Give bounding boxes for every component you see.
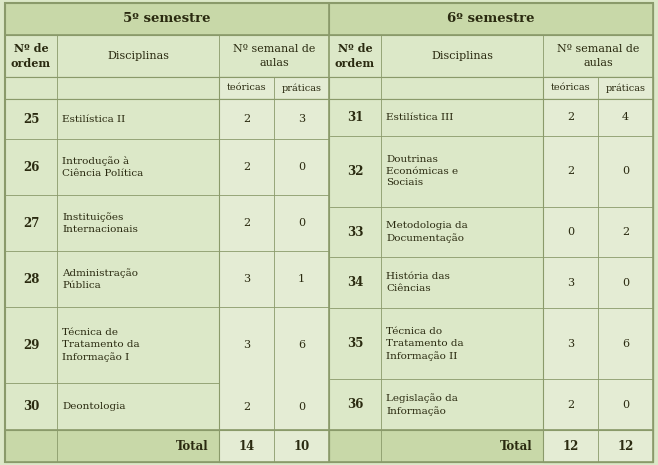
Text: 6º semestre: 6º semestre [447, 13, 535, 26]
Text: 3: 3 [567, 339, 574, 349]
Text: 3: 3 [567, 278, 574, 288]
Text: 29: 29 [23, 339, 39, 352]
Text: 3: 3 [298, 114, 305, 124]
Text: Disciplinas: Disciplinas [431, 51, 493, 61]
Text: 30: 30 [23, 400, 39, 413]
Text: 2: 2 [622, 227, 629, 237]
Text: 4: 4 [622, 112, 629, 122]
Text: 34: 34 [347, 276, 363, 289]
Text: 2: 2 [567, 112, 574, 122]
Text: 14: 14 [238, 439, 255, 452]
Text: 10: 10 [293, 439, 310, 452]
Text: Instituições
Internacionais: Instituições Internacionais [62, 213, 138, 234]
Bar [329, 3, 653, 35]
Text: Disciplinas: Disciplinas [107, 51, 169, 61]
Text: teóricas: teóricas [227, 84, 266, 93]
Text: práticas: práticas [282, 83, 322, 93]
Text: Estilística III: Estilística III [386, 113, 453, 122]
Bar [543, 99, 653, 430]
Text: 0: 0 [298, 218, 305, 228]
Text: Administração
Pública: Administração Pública [62, 268, 138, 290]
Text: 28: 28 [23, 272, 39, 286]
Text: 0: 0 [622, 166, 629, 176]
Text: Introdução à
Ciência Política: Introdução à Ciência Política [62, 156, 143, 178]
Text: Nº semanal de
aulas: Nº semanal de aulas [557, 44, 639, 67]
Text: 1: 1 [298, 274, 305, 284]
Bar [543, 430, 653, 462]
Text: 33: 33 [347, 226, 363, 239]
Text: 0: 0 [567, 227, 574, 237]
Text: 26: 26 [23, 161, 39, 174]
Text: 6: 6 [622, 339, 629, 349]
Text: Total: Total [500, 439, 533, 452]
Text: 12: 12 [563, 439, 578, 452]
Text: 6: 6 [298, 340, 305, 350]
Text: 12: 12 [617, 439, 634, 452]
Text: 0: 0 [298, 162, 305, 172]
Bar [329, 430, 653, 462]
Text: 27: 27 [23, 217, 39, 230]
Text: 0: 0 [622, 399, 629, 410]
Text: Metodologia da
Documentação: Metodologia da Documentação [386, 221, 468, 243]
Text: 3: 3 [243, 340, 250, 350]
Text: 2: 2 [567, 399, 574, 410]
Text: Total: Total [176, 439, 209, 452]
Text: 25: 25 [23, 113, 39, 126]
Text: Nº de
ordem: Nº de ordem [335, 43, 375, 69]
Bar [5, 77, 653, 99]
Bar [5, 35, 653, 77]
Text: 32: 32 [347, 165, 363, 178]
Text: 2: 2 [243, 402, 250, 412]
Text: Doutrinas
Económicas e
Sociais: Doutrinas Económicas e Sociais [386, 155, 458, 187]
Text: História das
Ciências: História das Ciências [386, 272, 450, 293]
Text: teóricas: teóricas [551, 84, 590, 93]
Bar [219, 430, 329, 462]
Bar [219, 77, 329, 99]
Text: 2: 2 [243, 162, 250, 172]
Text: 0: 0 [622, 278, 629, 288]
Text: 3: 3 [243, 274, 250, 284]
Bar [5, 3, 329, 35]
Text: Técnica de
Tratamento da
Informação I: Técnica de Tratamento da Informação I [62, 328, 139, 362]
Text: 2: 2 [243, 218, 250, 228]
Text: Deontologia: Deontologia [62, 402, 126, 411]
Text: 31: 31 [347, 111, 363, 124]
Text: 5º semestre: 5º semestre [123, 13, 211, 26]
Bar [543, 77, 653, 99]
Text: Estilística II: Estilística II [62, 115, 125, 124]
Text: 36: 36 [347, 398, 363, 411]
Bar [5, 99, 653, 430]
Text: Nº semanal de
aulas: Nº semanal de aulas [233, 44, 315, 67]
Text: Legislação da
Informação: Legislação da Informação [386, 393, 458, 416]
Text: 2: 2 [243, 114, 250, 124]
Text: 35: 35 [347, 337, 363, 350]
Text: Técnica do
Tratamento da
Informação II: Técnica do Tratamento da Informação II [386, 327, 464, 360]
Text: 2: 2 [567, 166, 574, 176]
Bar [5, 430, 329, 462]
Text: Nº de
ordem: Nº de ordem [11, 43, 51, 69]
Bar [219, 99, 329, 430]
Text: práticas: práticas [605, 83, 645, 93]
Text: 0: 0 [298, 402, 305, 412]
